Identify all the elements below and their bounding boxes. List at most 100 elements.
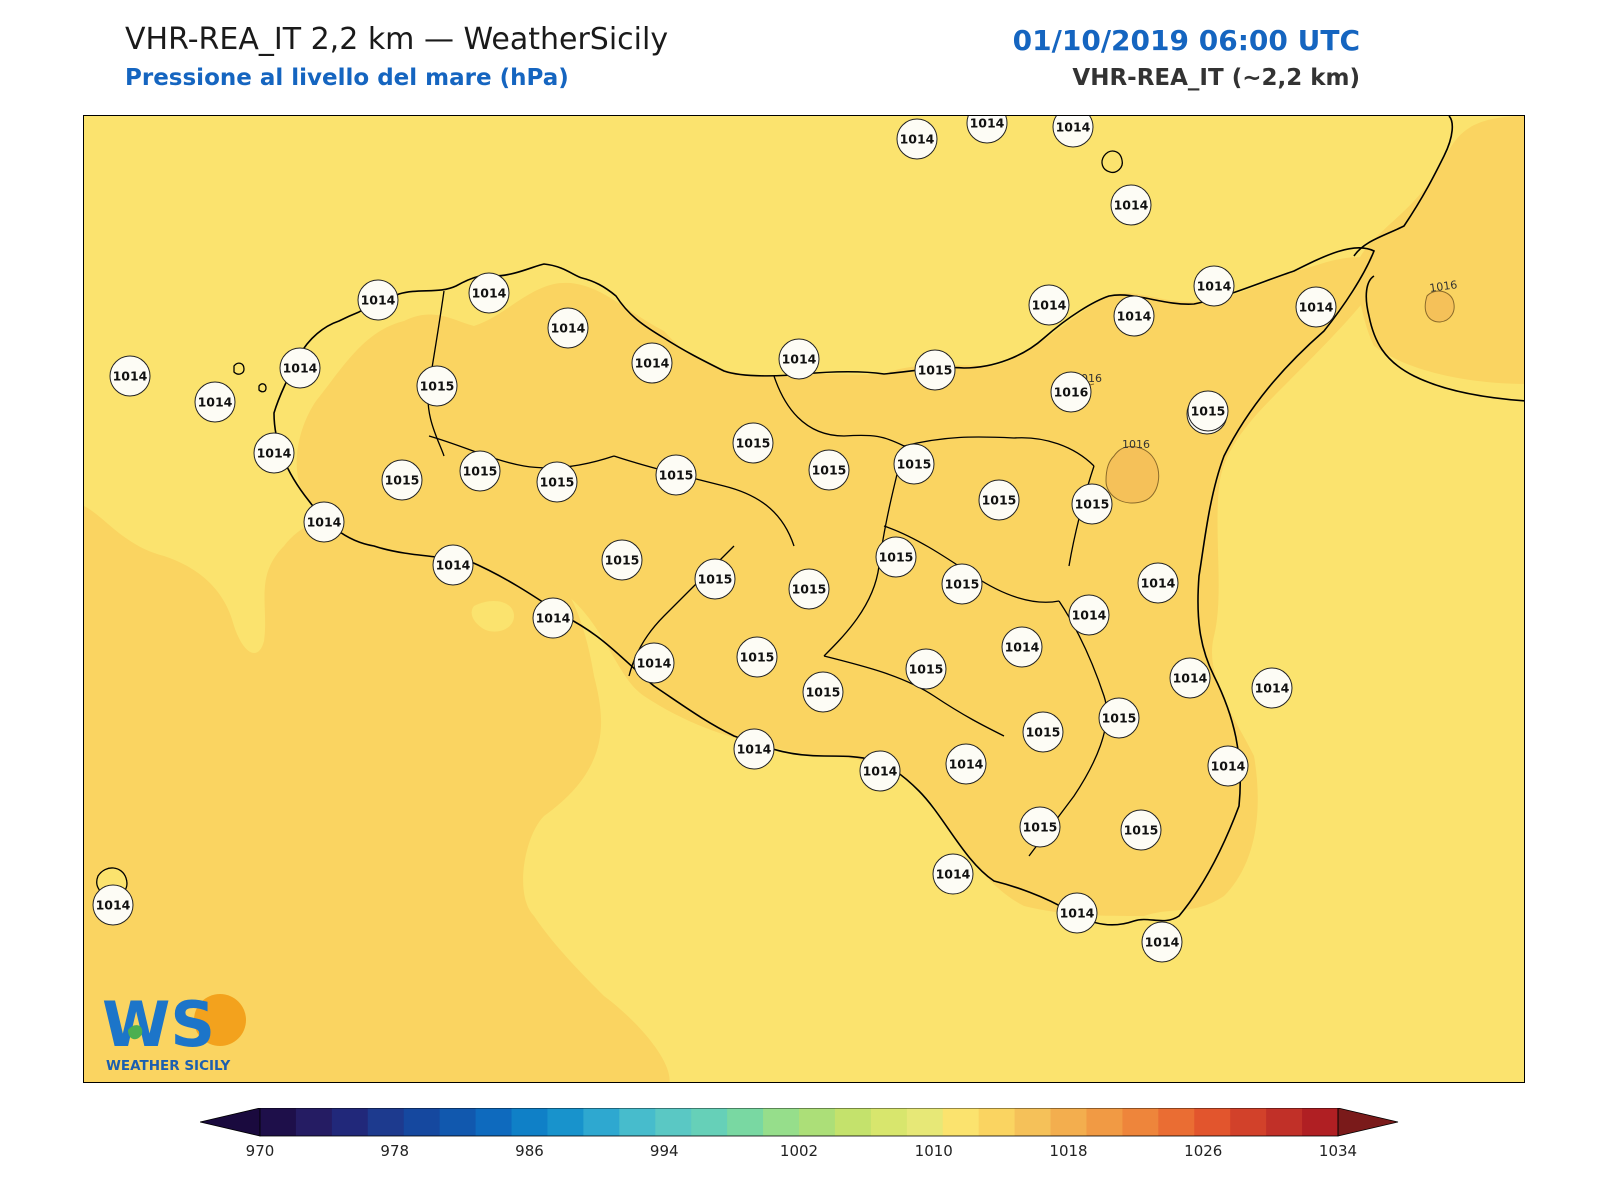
colorbar-tick-label: 970 bbox=[246, 1142, 275, 1160]
station-marker: 1014 bbox=[357, 279, 399, 321]
station-marker: 1015 bbox=[381, 459, 423, 501]
colorbar-cell bbox=[834, 1108, 872, 1136]
station-marker: 1014 bbox=[1001, 626, 1043, 668]
station-circle bbox=[633, 642, 675, 684]
colorbar-cell bbox=[583, 1108, 620, 1136]
pressure-band-calabria bbox=[1354, 116, 1524, 384]
station-marker: 1014 bbox=[279, 347, 321, 389]
station-circle bbox=[536, 461, 578, 503]
station-circle bbox=[459, 450, 501, 492]
station-value: 1014 bbox=[949, 757, 984, 772]
station-marker: 1014 bbox=[303, 501, 345, 543]
colorbar-cell bbox=[619, 1108, 656, 1136]
station-value: 1015 bbox=[1124, 823, 1159, 838]
station-value: 1014 bbox=[737, 742, 772, 757]
station-circle bbox=[808, 449, 850, 491]
station-value: 1014 bbox=[782, 352, 817, 367]
colorbar-tick-label: 1010 bbox=[915, 1142, 953, 1160]
station-marker: 1015 bbox=[601, 539, 643, 581]
station-marker: 1015 bbox=[914, 349, 956, 391]
station-value: 1015 bbox=[698, 572, 733, 587]
islands bbox=[96, 150, 1123, 897]
station-circle bbox=[694, 558, 736, 600]
station-marker: 1014 bbox=[778, 338, 820, 380]
station-circle bbox=[875, 536, 917, 578]
map-title: VHR-REA_IT 2,2 km — WeatherSicily bbox=[125, 22, 669, 57]
station-marker: 1014 bbox=[1056, 892, 1098, 934]
station-circle bbox=[932, 853, 974, 895]
colorbar-tick-label: 1018 bbox=[1049, 1142, 1087, 1160]
station-value: 1015 bbox=[792, 582, 827, 597]
station-circle bbox=[655, 454, 697, 496]
station-circle bbox=[1295, 286, 1337, 328]
station-value: 1016 bbox=[1054, 385, 1089, 400]
map-subtitle: Pressione al livello del mare (hPa) bbox=[125, 65, 569, 91]
station-value: 1015 bbox=[1026, 725, 1061, 740]
colorbar-tick-label: 1002 bbox=[780, 1142, 818, 1160]
station-circle bbox=[1110, 184, 1152, 226]
station-marker: 1014 bbox=[733, 728, 775, 770]
station-marker: 1014 bbox=[1193, 265, 1235, 307]
station-value: 1014 bbox=[198, 395, 233, 410]
pressure-band-1018-etna bbox=[1105, 446, 1160, 504]
station-marker: 1014 bbox=[1251, 667, 1293, 709]
station-circle bbox=[1022, 711, 1064, 753]
station-value: 1014 bbox=[361, 293, 396, 308]
station-marker: 1014 bbox=[966, 116, 1008, 144]
colorbar-frame bbox=[259, 1108, 1339, 1137]
station-circle bbox=[941, 563, 983, 605]
station-marker: 1014 bbox=[1113, 295, 1155, 337]
station-marker: 1014 bbox=[1169, 657, 1211, 699]
colorbar-cell bbox=[978, 1108, 1016, 1136]
station-value: 1015 bbox=[740, 650, 775, 665]
station-marker: 1015 bbox=[1071, 483, 1113, 525]
colorbar-cell bbox=[547, 1108, 584, 1136]
station-marker: 1015 bbox=[1019, 806, 1061, 848]
station-marker: 1015 bbox=[905, 648, 947, 690]
station-marker: 1015 bbox=[736, 636, 778, 678]
station-circle bbox=[109, 355, 151, 397]
station-marker: 1014 bbox=[859, 750, 901, 792]
pressure-band-sicily bbox=[296, 257, 1385, 916]
station-circle bbox=[381, 459, 423, 501]
colorbar-cell bbox=[331, 1108, 369, 1136]
coastline-calabria bbox=[1353, 116, 1524, 402]
pressure-band-1018-calabria bbox=[1424, 290, 1455, 323]
station-value: 1014 bbox=[1005, 640, 1040, 655]
colorbar-tick-label: 994 bbox=[650, 1142, 679, 1160]
colorbar-underflow bbox=[200, 1108, 261, 1137]
station-circle bbox=[1071, 483, 1113, 525]
colorbar-cell bbox=[942, 1108, 980, 1136]
colorbar-cell bbox=[403, 1108, 441, 1136]
colorbar-cell bbox=[1302, 1108, 1339, 1136]
colorbar-tick-label: 978 bbox=[380, 1142, 409, 1160]
station-value: 1014 bbox=[283, 361, 318, 376]
station-marker: 1014 bbox=[432, 544, 474, 586]
station-marker: 1014 bbox=[932, 853, 974, 895]
station-circle bbox=[432, 544, 474, 586]
station-marker: 1015 bbox=[941, 563, 983, 605]
colorbar-overflow bbox=[1337, 1108, 1399, 1137]
station-value: 1014 bbox=[1299, 300, 1334, 315]
station-circle bbox=[416, 365, 458, 407]
colorbar-cell bbox=[1194, 1108, 1231, 1136]
station-marker: 1015 bbox=[694, 558, 736, 600]
station-value: 1015 bbox=[812, 463, 847, 478]
station-marker: 1014 bbox=[1052, 116, 1094, 148]
station-circle bbox=[736, 636, 778, 678]
station-marker: 1014 bbox=[945, 743, 987, 785]
station-circle bbox=[1001, 626, 1043, 668]
station-marker: 1015 bbox=[802, 671, 844, 713]
station-circle bbox=[532, 597, 574, 639]
valid-datetime: 01/10/2019 06:00 UTC bbox=[1012, 24, 1360, 57]
station-value: 1014 bbox=[1060, 906, 1095, 921]
station-circle bbox=[733, 728, 775, 770]
station-value: 1014 bbox=[536, 611, 571, 626]
station-marker: 1015 bbox=[459, 450, 501, 492]
station-circle bbox=[978, 479, 1020, 521]
station-value: 1014 bbox=[1056, 120, 1091, 135]
station-circle bbox=[1050, 371, 1092, 413]
station-value: 1014 bbox=[1255, 681, 1290, 696]
station-marker: 1014 bbox=[633, 642, 675, 684]
station-circle bbox=[194, 381, 236, 423]
